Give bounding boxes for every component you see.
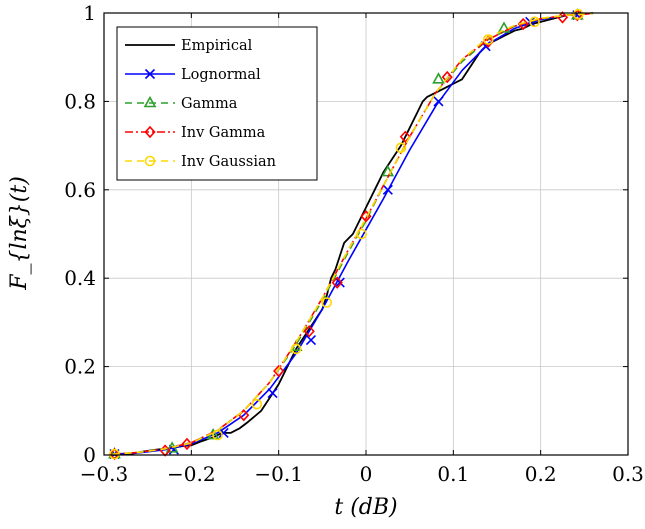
y-tick-label: 0 — [83, 443, 96, 467]
series-lognormal-marker — [267, 388, 278, 399]
ticks: −0.3 −0.2 −0.1 0 0.1 0.2 0.3 0 0.2 0.4 0.6 0.8 1 — [64, 1, 644, 486]
legend-inv-gamma-marker — [144, 125, 156, 139]
legend-gamma-label: Gamma — [181, 96, 238, 112]
y-tick-label: 0.4 — [64, 266, 96, 290]
series-inv-gamma-marker — [273, 364, 285, 378]
series-inv-gamma-marker — [517, 17, 529, 31]
legend-inv-gaussian-label: Inv Gaussian — [181, 154, 276, 170]
x-tick-label: −0.1 — [254, 462, 303, 486]
series-gamma-marker — [497, 21, 511, 33]
series-inv-gaussian-marker — [572, 9, 584, 20]
y-axis-label: F_{lnξ}(t) — [7, 176, 32, 291]
series-inv-gaussian-marker — [482, 34, 494, 45]
series-lognormal-marker — [433, 96, 444, 107]
x-tick-label: 0.2 — [525, 462, 557, 486]
legend-lognormal-marker — [144, 68, 156, 80]
x-tick-label: 0.1 — [437, 462, 469, 486]
y-tick-label: 0.8 — [64, 89, 96, 113]
series-inv-gamma-marker — [482, 35, 494, 48]
series-inv-gamma-marker — [399, 130, 411, 143]
series-inv-gaussian-marker — [321, 297, 333, 308]
series-layer — [108, 8, 594, 461]
series-lognormal-marker — [218, 427, 229, 438]
x-tick-label: −0.3 — [80, 462, 129, 486]
legend-inv-gaussian-marker — [144, 155, 156, 167]
legend-inv-gamma-label: Inv Gamma — [181, 125, 266, 141]
y-tick-label: 1 — [83, 1, 96, 25]
series-inv-gamma-marker — [181, 437, 193, 451]
series-inv-gaussian-marker — [109, 448, 120, 460]
series-lognormal-marker — [305, 335, 317, 346]
series-inv-gaussian — [109, 9, 594, 460]
y-tick-label: 0.6 — [64, 178, 96, 202]
series-inv-gaussian-marker — [212, 429, 223, 441]
legend-lognormal-label: Lognormal — [181, 67, 261, 83]
series-lognormal-line — [112, 12, 594, 455]
series-inv-gaussian-marker — [356, 228, 367, 240]
x-tick-label: −0.2 — [167, 462, 216, 486]
series-gamma-marker — [432, 72, 445, 84]
x-axis-label: t (dB) — [334, 495, 397, 520]
y-tick-label: 0.2 — [64, 355, 96, 379]
series-inv-gamma-marker — [303, 325, 315, 338]
legend: Empirical Lognormal Gamma Inv Gamma Inv Gaus… — [116, 26, 318, 181]
series-lognormal-marker — [334, 277, 345, 288]
series-inv-gamma-marker — [441, 70, 453, 84]
series-inv-gaussian-marker — [395, 142, 407, 154]
series-lognormal — [109, 10, 594, 460]
x-tick-label: 0.3 — [612, 462, 644, 486]
series-inv-gamma-marker — [360, 210, 372, 223]
series-lognormal-marker — [382, 184, 393, 195]
series-inv-gaussian-marker — [529, 16, 540, 28]
legend-empirical-label: Empirical — [181, 38, 253, 54]
series-inv-gaussian-marker — [290, 343, 302, 355]
x-tick-label: 0 — [360, 462, 373, 486]
legend-box — [116, 26, 318, 181]
series-inv-gaussian-marker — [251, 398, 263, 410]
legend-gamma-marker — [143, 95, 157, 108]
series-inv-gamma-marker — [331, 276, 343, 289]
